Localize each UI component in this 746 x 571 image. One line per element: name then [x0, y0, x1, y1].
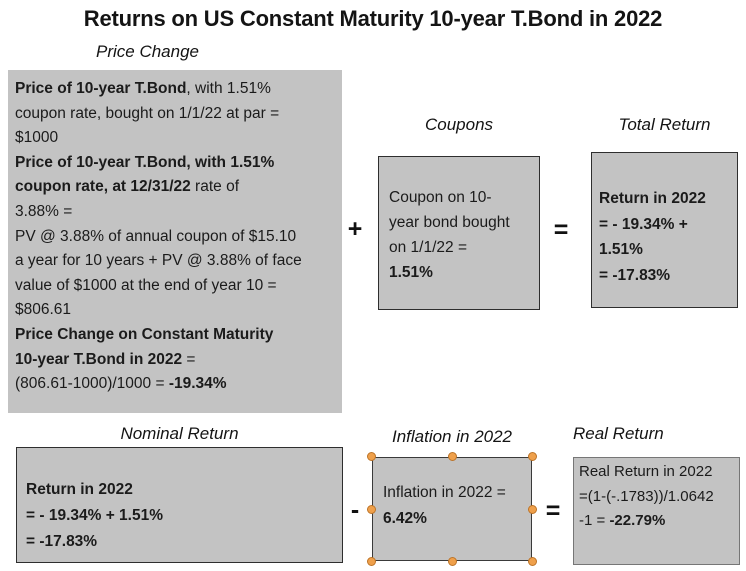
text-line: Price of 10-year T.Bond, with 1.51% — [15, 80, 271, 97]
text-line: -1 = -22.79% — [579, 512, 666, 530]
text-line: $1000 — [15, 129, 59, 147]
nominal-return-label[interactable]: Nominal Return — [120, 424, 239, 443]
selection-handle-top-right[interactable] — [528, 452, 537, 461]
text-line: PV @ 3.88% of annual coupon of $15.10 — [15, 227, 297, 245]
text-line: a year for 10 years + PV @ 3.88% of face — [15, 252, 302, 270]
text-line: Price Change on Constant Maturity — [15, 325, 274, 343]
text-line: Coupon on 10- — [389, 189, 492, 206]
equals-operator-top[interactable]: = — [553, 216, 569, 244]
text-line: 1.51% — [599, 241, 643, 258]
text-line: Return in 2022 — [599, 190, 706, 207]
minus-operator[interactable]: - — [350, 496, 360, 524]
inflation-box[interactable]: Inflation in 2022 = 6.42% — [367, 452, 537, 566]
slide-title: Returns on US Constant Maturity 10-year … — [83, 6, 663, 31]
text-line: value of $1000 at the end of year 10 = — [15, 276, 277, 294]
text-line: Return in 2022 — [26, 481, 133, 498]
selection-handle-bottom-left[interactable] — [367, 557, 376, 566]
text-line: = - 19.34% + 1.51% — [26, 507, 164, 524]
price-change-box[interactable]: Price of 10-year T.Bond, with 1.51% coupo… — [8, 70, 342, 413]
selection-handle-bottom-middle[interactable] — [447, 557, 457, 566]
text-line: 6.42% — [383, 510, 427, 527]
total-return-label[interactable]: Total Return — [618, 115, 711, 134]
text-line: Real Return in 2022 — [579, 463, 713, 480]
text-line: 10-year T.Bond in 2022 = — [15, 350, 196, 368]
text-line: on 1/1/22 = — [389, 239, 467, 256]
coupons-label[interactable]: Coupons — [424, 115, 494, 134]
real-return-box[interactable]: Real Return in 2022 =(1-(-.1783))/1.0642 -… — [573, 457, 740, 565]
total-return-box[interactable]: Return in 2022 = - 19.34% + 1.51% = -17.83% — [591, 152, 738, 308]
selection-handle-middle-right[interactable] — [528, 504, 537, 514]
equals-operator-bottom[interactable]: = — [545, 497, 561, 525]
text-line: year bond bought — [389, 214, 510, 231]
selection-handle-top-left[interactable] — [367, 452, 376, 461]
text-line: 3.88% = — [15, 202, 73, 220]
text-line: (806.61-1000)/1000 = -19.34% — [15, 375, 227, 393]
selection-handle-top-middle[interactable] — [447, 452, 457, 461]
text-line: = -17.83% — [599, 266, 671, 284]
plus-operator[interactable]: + — [347, 215, 363, 243]
text-line: Inflation in 2022 = — [383, 484, 506, 501]
selection-handle-middle-left[interactable] — [367, 504, 376, 514]
selection-handle-bottom-right[interactable] — [528, 557, 537, 566]
price-change-label[interactable]: Price Change — [96, 42, 200, 61]
text-line: coupon rate, at 12/31/22 rate of — [15, 178, 239, 196]
real-return-label[interactable]: Real Return — [573, 424, 664, 443]
coupons-box[interactable]: Coupon on 10- year bond bought on 1/1/22 =… — [378, 156, 540, 310]
text-line: coupon rate, bought on 1/1/22 at par = — [15, 104, 280, 122]
text-line: = - 19.34% + — [599, 215, 688, 233]
inflation-label[interactable]: Inflation in 2022 — [391, 427, 513, 446]
text-line: 1.51% — [389, 264, 433, 281]
text-line: $806.61 — [15, 301, 72, 319]
nominal-return-box[interactable]: Return in 2022 = - 19.34% + 1.51% = -17.83… — [16, 447, 343, 563]
text-line: Price of 10-year T.Bond, with 1.51% — [15, 153, 275, 171]
text-line: =(1-(-.1783))/1.0642 — [579, 487, 714, 505]
text-line: = -17.83% — [26, 533, 98, 550]
